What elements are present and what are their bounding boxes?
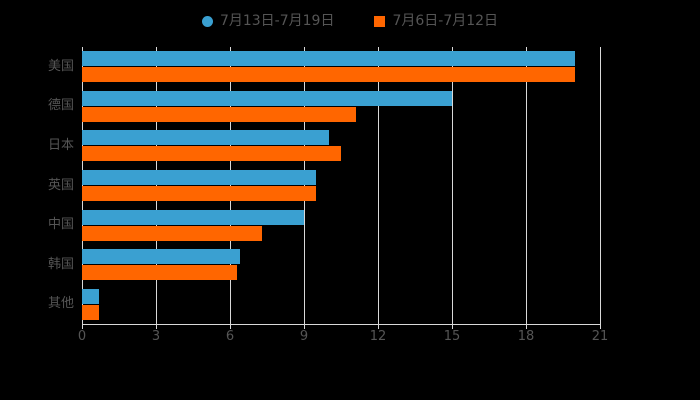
bar-series-2[interactable] (82, 67, 576, 83)
legend-dot-icon-series-1 (201, 15, 213, 27)
x-axis-tick-label: 6 (225, 329, 235, 344)
bar-series-1[interactable] (82, 249, 240, 265)
x-axis-tick-label: 21 (591, 329, 609, 344)
legend-item-series-1[interactable]: 7月13日-7月19日 (201, 13, 335, 29)
y-axis-tick-label: 德国 (47, 98, 74, 114)
gridline (526, 47, 527, 324)
x-axis-tick-label: 0 (77, 329, 87, 344)
x-axis-tick-mark (156, 324, 157, 329)
x-axis-tick-label: 9 (299, 329, 309, 344)
legend-label-series-2: 7月6日-7月12日 (392, 13, 499, 29)
y-axis-tick-label: 日本 (47, 137, 74, 153)
x-axis-tick-label: 18 (517, 329, 535, 344)
bar-group (82, 288, 600, 320)
plot-area (82, 47, 601, 324)
gridline (156, 47, 157, 324)
bar-group (82, 51, 600, 83)
y-axis-tick-label: 韩国 (47, 256, 74, 272)
bar-group (82, 170, 600, 201)
x-axis-tick-mark (304, 324, 305, 329)
bar-series-2[interactable] (82, 265, 238, 281)
x-axis-tick-mark (452, 324, 453, 329)
gridline (230, 47, 231, 324)
x-axis-tick-mark (230, 324, 231, 329)
x-axis-tick-mark (600, 324, 601, 329)
bar-group (82, 130, 600, 162)
bar-series-1[interactable] (82, 170, 317, 185)
y-axis-tick-label: 其他 (47, 296, 74, 312)
bar-series-2[interactable] (82, 106, 356, 122)
bar-series-2[interactable] (82, 225, 263, 241)
chart-legend: 7月13日-7月19日 7月6日-7月12日 (0, 8, 700, 34)
y-axis-tick-label: 中国 (47, 217, 74, 233)
gridline (304, 47, 305, 324)
x-axis-tick-label: 12 (369, 329, 387, 344)
gridline (378, 47, 379, 324)
y-axis-tick-label: 英国 (47, 177, 74, 193)
bar-group (82, 249, 600, 281)
x-axis-tick-label: 3 (151, 329, 161, 344)
legend-square-icon-series-2 (374, 15, 386, 27)
x-axis-tick-mark (378, 324, 379, 329)
x-axis-tick-mark (526, 324, 527, 329)
y-axis-tick-label: 美国 (47, 58, 74, 74)
x-axis-tick-mark (82, 324, 83, 329)
bar-series-2[interactable] (82, 146, 341, 162)
bar-series-1[interactable] (82, 90, 452, 106)
bar-group (82, 209, 600, 241)
bar-group (82, 90, 600, 122)
bar-series-1[interactable] (82, 209, 304, 225)
bar-series-2[interactable] (82, 186, 317, 201)
x-axis-labels: 0 3 6 9 12 15 18 21 (0, 330, 700, 350)
gridline (82, 47, 83, 324)
x-axis-line (82, 324, 601, 325)
gridline (600, 47, 601, 324)
bar-series-2[interactable] (82, 304, 100, 320)
y-axis-labels: 美国德国日本英国中国韩国其他 (0, 47, 74, 324)
bar-series-1[interactable] (82, 130, 329, 146)
bar-series-1[interactable] (82, 288, 100, 304)
x-axis-tick-label: 15 (443, 329, 461, 344)
legend-item-series-2[interactable]: 7月6日-7月12日 (374, 14, 498, 28)
bar-series-1[interactable] (82, 51, 576, 67)
gridline (452, 47, 453, 324)
legend-label-series-1: 7月13日-7月19日 (219, 13, 335, 29)
